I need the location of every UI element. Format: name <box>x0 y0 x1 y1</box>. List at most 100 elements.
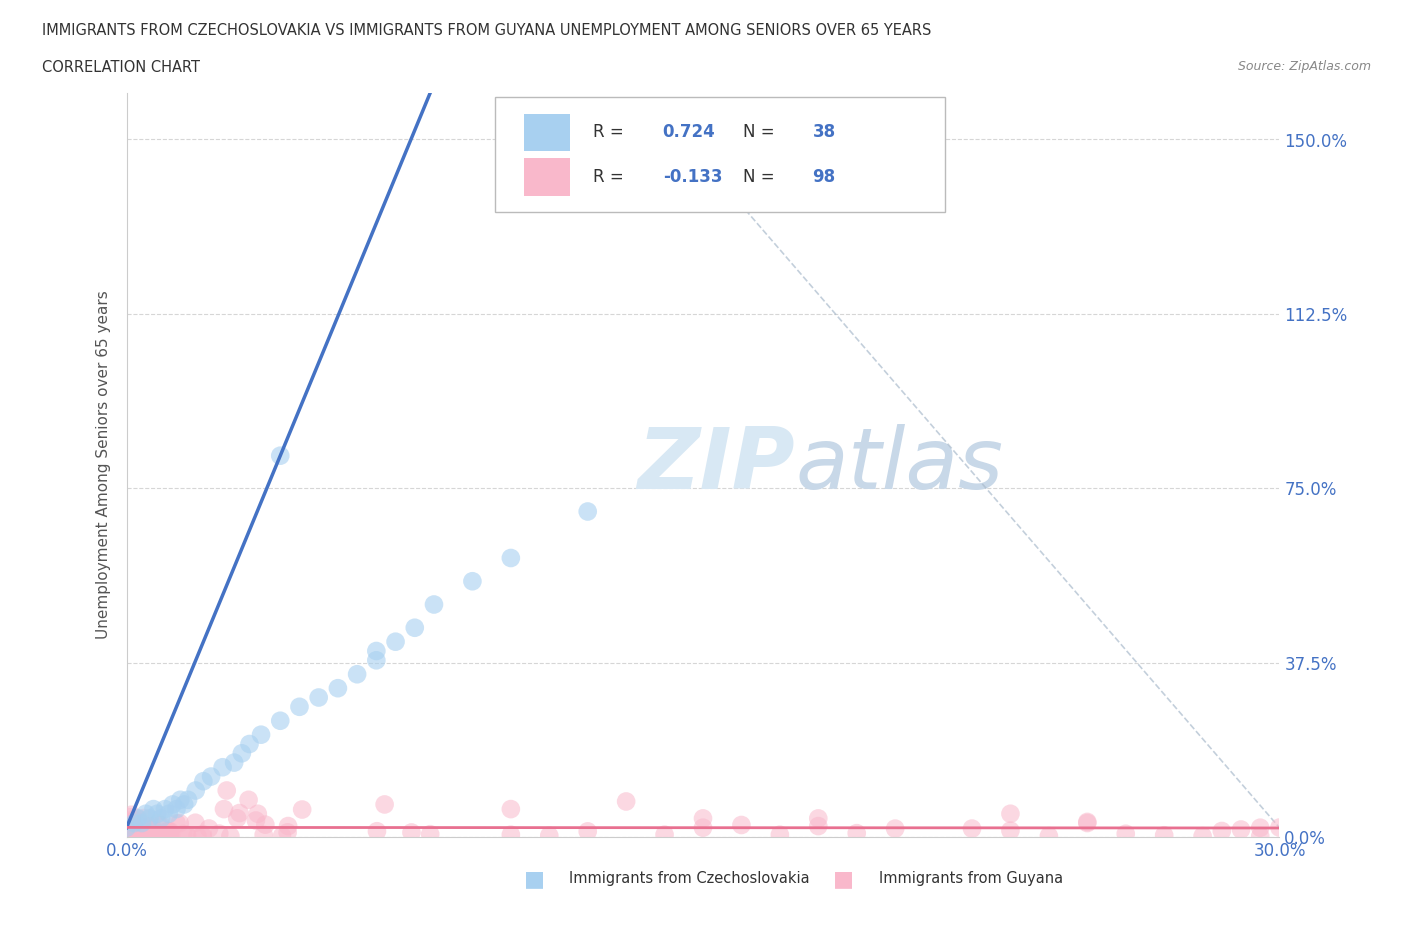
Point <box>1076 815 1098 830</box>
Point <box>125 829 148 844</box>
Point <box>153 802 176 817</box>
Point <box>366 653 388 668</box>
Point <box>1115 827 1137 842</box>
Point <box>269 713 291 728</box>
Point <box>184 783 207 798</box>
Point <box>131 816 153 830</box>
Text: atlas: atlas <box>796 423 1004 507</box>
Point <box>146 816 169 830</box>
Point <box>124 825 146 840</box>
Point <box>291 802 314 817</box>
Point <box>576 824 599 839</box>
Text: Source: ZipAtlas.com: Source: ZipAtlas.com <box>1237 60 1371 73</box>
Point <box>117 828 139 843</box>
Text: N =: N = <box>744 168 780 186</box>
Point <box>692 811 714 826</box>
Point <box>124 829 146 844</box>
Text: IMMIGRANTS FROM CZECHOSLOVAKIA VS IMMIGRANTS FROM GUYANA UNEMPLOYMENT AMONG SENI: IMMIGRANTS FROM CZECHOSLOVAKIA VS IMMIGR… <box>42 23 932 38</box>
Point <box>131 817 153 832</box>
Point <box>228 805 250 820</box>
Point <box>191 827 214 842</box>
Point <box>1230 822 1253 837</box>
Point <box>125 828 148 843</box>
Point <box>401 825 423 840</box>
Point <box>224 755 246 770</box>
Point <box>142 821 165 836</box>
Y-axis label: Unemployment Among Seniors over 65 years: Unemployment Among Seniors over 65 years <box>96 291 111 640</box>
Point <box>132 819 155 834</box>
Point <box>125 821 148 836</box>
Point <box>152 829 174 844</box>
Point <box>117 826 139 841</box>
Point <box>149 827 172 842</box>
Point <box>118 817 141 832</box>
Point <box>149 817 172 832</box>
Point <box>374 797 396 812</box>
Point <box>136 818 159 833</box>
Point <box>366 644 388 658</box>
Point <box>172 827 194 842</box>
Point <box>138 811 160 826</box>
Point <box>499 551 522 565</box>
Point <box>253 828 276 843</box>
Point <box>271 829 294 844</box>
Point <box>692 820 714 835</box>
Point <box>157 829 180 844</box>
Point <box>132 811 155 826</box>
Point <box>208 826 231 841</box>
FancyBboxPatch shape <box>495 97 945 212</box>
Text: 0.724: 0.724 <box>662 124 716 141</box>
Point <box>346 667 368 682</box>
Point <box>122 816 145 830</box>
Point <box>127 811 149 826</box>
Point <box>177 792 200 807</box>
Point <box>118 821 141 836</box>
Point <box>173 797 195 812</box>
Point <box>149 827 172 842</box>
Point <box>162 797 184 812</box>
Text: -0.133: -0.133 <box>662 168 723 186</box>
Point <box>226 811 249 826</box>
Point <box>807 811 830 826</box>
Point <box>614 794 637 809</box>
Bar <box>524 113 571 151</box>
Point <box>159 827 181 842</box>
Point <box>1000 806 1022 821</box>
Point <box>184 816 207 830</box>
Point <box>1211 824 1233 839</box>
Bar <box>524 158 571 195</box>
Point <box>245 813 267 828</box>
Point <box>125 824 148 839</box>
Point <box>730 817 752 832</box>
Point <box>269 448 291 463</box>
Point <box>1000 823 1022 838</box>
Point <box>150 811 173 826</box>
Point <box>246 806 269 821</box>
Text: R =: R = <box>593 168 630 186</box>
Point <box>156 827 179 842</box>
Point <box>238 737 260 751</box>
Point <box>1268 820 1291 835</box>
Point <box>538 829 561 844</box>
Point <box>576 504 599 519</box>
Point <box>215 783 238 798</box>
Point <box>1076 816 1098 830</box>
Point <box>1191 829 1213 844</box>
Text: 98: 98 <box>813 168 835 186</box>
Point <box>193 774 215 789</box>
Point <box>176 827 198 842</box>
Point <box>231 746 253 761</box>
Point <box>212 802 235 817</box>
Point <box>143 829 166 844</box>
Point <box>461 574 484 589</box>
Point <box>219 829 242 844</box>
Point <box>198 821 221 836</box>
Point <box>157 824 180 839</box>
Point <box>845 826 868 841</box>
Point <box>366 824 388 839</box>
Point <box>384 634 406 649</box>
Point <box>157 806 180 821</box>
Point <box>146 806 169 821</box>
Point <box>131 825 153 840</box>
Point <box>211 760 233 775</box>
